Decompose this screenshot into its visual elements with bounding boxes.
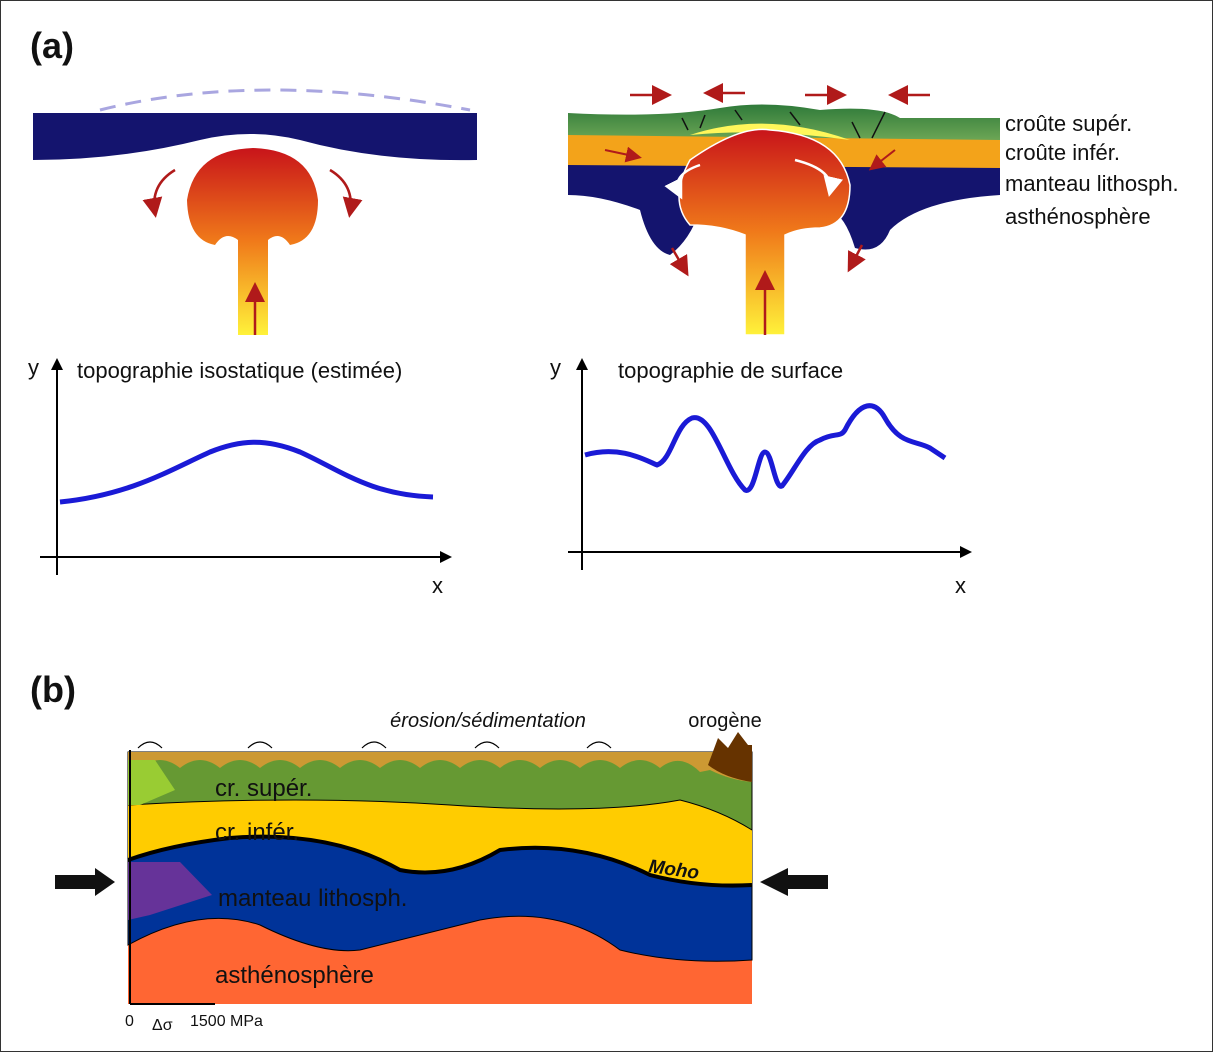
y-axis-label: y	[550, 355, 561, 380]
layer-label: asthénosphère	[215, 962, 374, 989]
x-axis-label: x	[955, 573, 966, 598]
y-axis-label: y	[28, 355, 39, 380]
scale-label: 0	[125, 1013, 134, 1030]
layer-label: cr. infér.	[215, 819, 299, 846]
layer-label: asthénosphère	[1005, 204, 1151, 229]
scale-label: 1500 MPa	[190, 1013, 263, 1030]
x-axis-label: x	[432, 573, 443, 598]
plot-title: topographie de surface	[618, 358, 843, 383]
panel-label: (a)	[30, 25, 74, 66]
lithosphere-section	[55, 732, 828, 1004]
plot-title: topographie isostatique (estimée)	[77, 358, 402, 383]
layer-label: cr. supér.	[215, 775, 312, 802]
panel-label: (b)	[30, 669, 76, 710]
figure: (a) croûte supér. croûte infér. manteau …	[0, 0, 1213, 1052]
layer-label: croûte supér.	[1005, 111, 1132, 136]
layer-label: manteau lithosph.	[218, 885, 407, 912]
annotation: orogène	[688, 710, 761, 732]
layer-label: manteau lithosph.	[1005, 171, 1179, 196]
layer-label: croûte infér.	[1005, 140, 1120, 165]
annotation: érosion/sédimentation	[390, 710, 586, 732]
scale-label: Δσ	[152, 1017, 173, 1034]
